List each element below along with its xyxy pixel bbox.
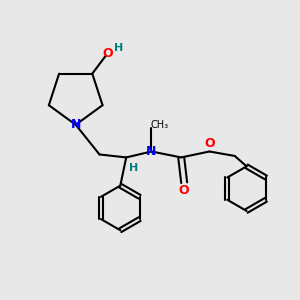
Text: O: O xyxy=(179,184,190,196)
Text: O: O xyxy=(103,47,113,60)
Text: N: N xyxy=(70,118,81,131)
Text: H: H xyxy=(114,44,124,53)
Text: O: O xyxy=(204,137,215,150)
Text: H: H xyxy=(129,163,138,173)
Text: CH₃: CH₃ xyxy=(151,120,169,130)
Text: N: N xyxy=(146,145,157,158)
